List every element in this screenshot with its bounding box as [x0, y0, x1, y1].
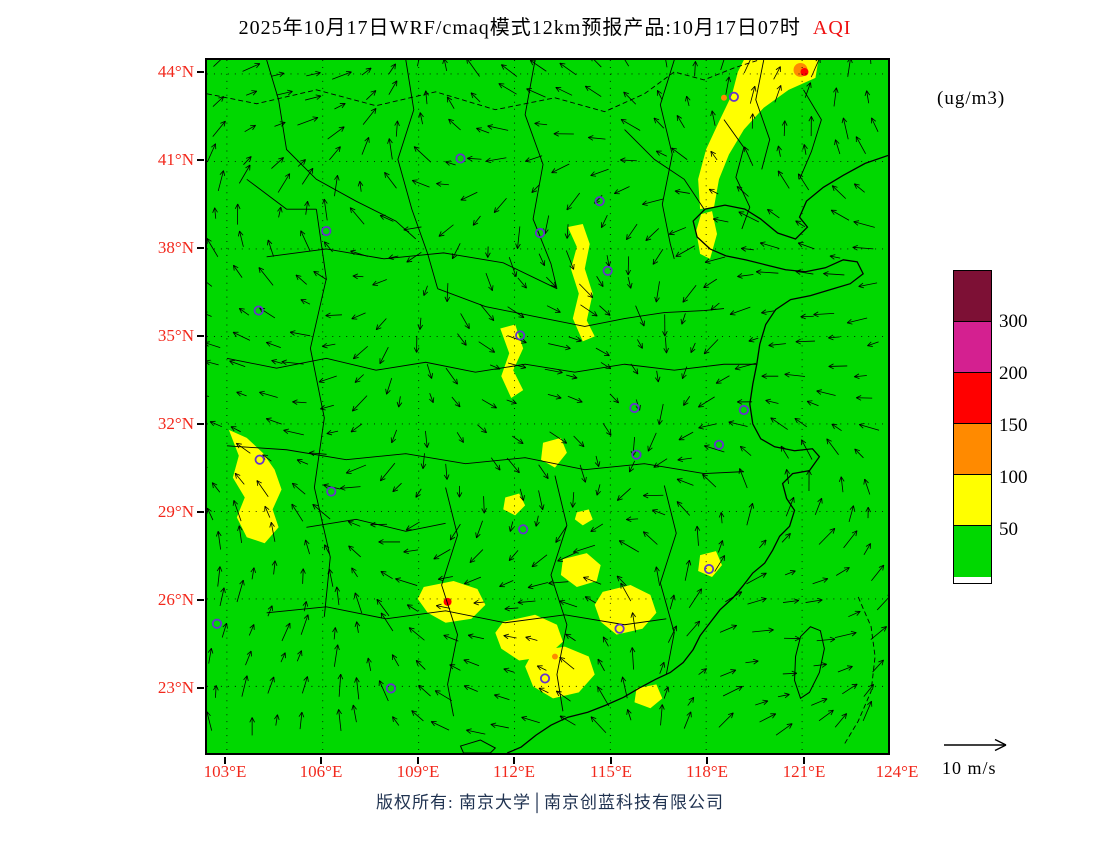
copyright-text: 版权所有: 南京大学│南京创蓝科技有限公司: [375, 793, 725, 812]
lat-tick-41n: 41°N: [157, 150, 194, 169]
lon-tick-115e: 115°E: [589, 762, 633, 781]
colorbar-label-150: 150: [999, 415, 1028, 436]
lat-axis-tickmark: [197, 159, 204, 161]
forecast-map: [205, 58, 890, 755]
lon-tick-121e: 121°E: [782, 762, 826, 781]
units-label: (ug/m3): [937, 88, 1006, 109]
lat-axis-tickmark: [197, 247, 204, 249]
lon-tick-103e: 103°E: [203, 762, 247, 781]
lat-tick-38n: 38°N: [157, 238, 194, 257]
colorbar-segment-orange-100-150: [954, 424, 991, 475]
lat-axis-tickmark: [197, 599, 204, 601]
lat-axis-tickmark: [197, 71, 204, 73]
colorbar-label-200: 200: [999, 363, 1028, 384]
lon-axis-tickmark: [609, 757, 612, 764]
page-title: 2025年10月17日WRF/cmaq模式12km预报产品:10月17日07时 A…: [0, 11, 1090, 40]
colorbar-segment-yellow-50-100: [954, 475, 991, 526]
colorbar-segment-green-0-50: [954, 526, 991, 577]
colorbar-segment-red-150-200: [954, 373, 991, 424]
lon-tick-106e: 106°E: [299, 762, 343, 781]
wind-scale-label: 10 m/s: [942, 758, 997, 778]
colorbar-segment-maroon-gt300: [954, 271, 991, 322]
colorbar: [953, 270, 992, 584]
colorbar-label-100: 100: [999, 467, 1028, 488]
coastline: [459, 154, 888, 753]
title-text: 2025年10月17日WRF/cmaq模式12km预报产品:10月17日07时: [238, 17, 801, 39]
wind-scale-arrow-icon: [944, 738, 1007, 752]
lat-axis-tickmark: [197, 423, 204, 425]
lon-axis-tickmark: [224, 757, 226, 764]
lon-tick-109e: 109°E: [396, 762, 440, 781]
lon-tick-118e: 118°E: [685, 762, 729, 781]
province-borders: [207, 60, 876, 747]
lon-tick-124e: 124°E: [875, 762, 919, 781]
wind-vectors: [207, 60, 888, 736]
lat-tick-35n: 35°N: [157, 326, 194, 345]
lon-axis-tickmark: [320, 757, 323, 764]
lat-tick-23n: 23°N: [157, 678, 194, 697]
colorbar-segment-magenta-200-300: [954, 322, 991, 373]
wind-scale: 10 m/s: [942, 736, 1032, 779]
lat-tick-32n: 32°N: [157, 414, 194, 433]
lat-tick-44n: 44°N: [157, 62, 194, 81]
lat-axis-tickmark: [197, 335, 204, 337]
lat-tick-29n: 29°N: [157, 502, 194, 521]
title-variable: AQI: [812, 17, 852, 39]
lon-tick-112e: 112°E: [492, 762, 536, 781]
colorbar-label-50: 50: [999, 519, 1018, 540]
lat-axis-tickmark: [197, 687, 204, 689]
lon-axis-tickmark: [706, 757, 709, 764]
lon-axis-tickmark: [513, 757, 516, 764]
colorbar-label-300: 300: [999, 311, 1028, 332]
lon-axis-tickmark: [802, 757, 805, 764]
lon-axis-tickmark: [416, 757, 419, 764]
city-markers: [211, 91, 749, 694]
aqi-fill-patches: [228, 60, 819, 709]
lat-axis-tickmark: [197, 511, 204, 513]
aqi-hotspots: [443, 62, 809, 660]
lat-tick-26n: 26°N: [157, 590, 194, 609]
map-canvas: [207, 60, 888, 753]
